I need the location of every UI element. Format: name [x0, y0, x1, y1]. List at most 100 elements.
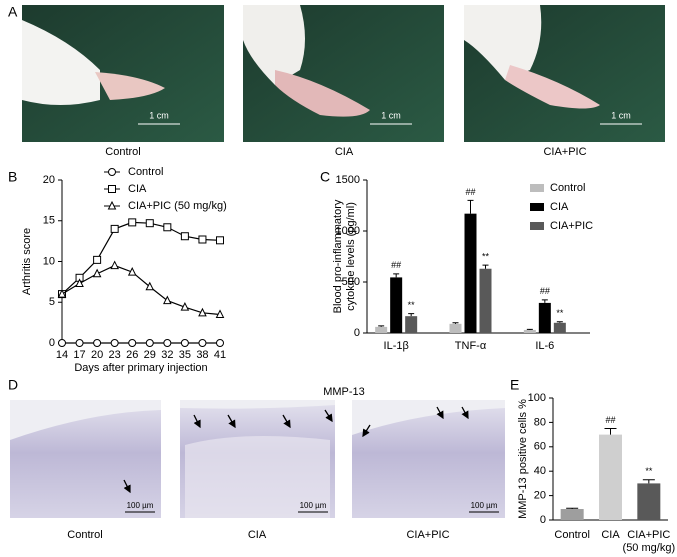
- x-tick-label: 26: [126, 349, 138, 361]
- fur: [22, 20, 100, 105]
- error-bar: [526, 328, 533, 330]
- bar: [553, 322, 566, 333]
- paw: [505, 65, 600, 109]
- annotation: **: [482, 252, 490, 262]
- point: [93, 255, 102, 264]
- x-tick-label: 29: [144, 349, 156, 361]
- paw: [95, 72, 165, 100]
- bar: [390, 277, 403, 333]
- legend-label: CIA+PIC: [550, 220, 593, 232]
- bar: [523, 329, 536, 333]
- error-bar: [393, 273, 400, 278]
- y-tick-label: 0: [540, 514, 546, 526]
- panel-label: B: [8, 169, 17, 185]
- x-tick-label: 38: [196, 349, 208, 361]
- tissue: [185, 436, 330, 518]
- error-bar: [408, 313, 415, 317]
- x-tick-label: 23: [109, 349, 121, 361]
- bar: [599, 434, 622, 520]
- annotation: ##: [465, 187, 475, 197]
- panel-label: D: [8, 377, 18, 393]
- annotation: ##: [540, 286, 550, 296]
- scale-label: 100 µm: [127, 501, 154, 510]
- background: [10, 400, 161, 440]
- point: [180, 339, 189, 347]
- y-tick-label: 40: [534, 465, 546, 477]
- bar: [560, 509, 584, 520]
- background: [352, 400, 505, 435]
- series-line: [61, 264, 221, 316]
- panel-label: C: [320, 169, 330, 185]
- y-tick-label: 20: [534, 490, 546, 502]
- caption: CIA: [248, 529, 267, 541]
- bar: [449, 323, 462, 333]
- annotation: ##: [391, 260, 401, 270]
- x-tick-label: CIA: [601, 529, 620, 541]
- legend-marker: [108, 168, 116, 176]
- panel-label: A: [8, 4, 18, 20]
- legend-label: Control: [550, 182, 585, 194]
- y-axis-label: Arthritis score: [21, 228, 33, 295]
- error-bar: [541, 299, 548, 303]
- error-bar: [452, 322, 459, 324]
- x-tick-label: 35: [179, 349, 191, 361]
- caption: Control: [67, 529, 102, 541]
- annotation: **: [408, 300, 416, 310]
- y-axis-label: MMP-13 positive cells %: [517, 399, 529, 519]
- point: [58, 339, 66, 347]
- legend-label: Control: [128, 166, 163, 178]
- y-tick-label: 10: [43, 255, 55, 267]
- x-tick-label: 32: [161, 349, 173, 361]
- legend-swatch: [530, 222, 544, 230]
- y-tick-label: 80: [534, 416, 546, 428]
- x-tick-label: 20: [91, 349, 103, 361]
- fur: [464, 5, 542, 80]
- annotation: **: [556, 308, 564, 318]
- y-tick-label: 100: [528, 392, 546, 404]
- point: [110, 339, 119, 347]
- legend-label: CIA+PIC (50 mg/kg): [128, 200, 227, 212]
- y-tick-label: 5: [49, 296, 55, 308]
- point: [215, 309, 225, 318]
- y-axis-label: cytokine levels (pg/ml): [345, 202, 357, 311]
- point: [198, 339, 207, 347]
- error-bar: [482, 264, 489, 269]
- x-tick-label: TNF-α: [455, 340, 487, 352]
- arrows: [123, 406, 469, 494]
- error-bar: [604, 428, 617, 435]
- legend-label: CIA: [128, 183, 147, 195]
- caption: Control: [105, 146, 140, 158]
- point: [180, 302, 190, 311]
- point: [57, 288, 67, 298]
- x-tick-label: IL-6: [535, 340, 554, 352]
- bar: [637, 483, 661, 520]
- x-tick-label: 14: [56, 349, 68, 361]
- legend-marker: [107, 200, 117, 210]
- scale-label: 1 cm: [149, 110, 169, 120]
- bar: [538, 302, 551, 333]
- point: [110, 260, 119, 270]
- y-tick-label: 500: [342, 276, 360, 288]
- x-tick-label: 41: [214, 349, 226, 361]
- scale-label: 100 µm: [471, 501, 498, 510]
- point: [163, 339, 172, 347]
- legend-swatch: [530, 203, 544, 211]
- caption: CIA: [335, 146, 354, 158]
- x-tick-label: (50 mg/kg): [623, 542, 676, 554]
- x-tick-label: 17: [73, 349, 85, 361]
- photo-title: MMP-13: [323, 386, 365, 398]
- bar: [405, 316, 418, 333]
- error-bar: [467, 199, 474, 214]
- point: [145, 219, 154, 228]
- error-bar: [642, 479, 655, 484]
- caption: CIA+PIC: [543, 146, 586, 158]
- point: [145, 281, 155, 291]
- point: [110, 224, 119, 233]
- point: [128, 218, 137, 227]
- point: [216, 236, 224, 245]
- photo-panel-d: MMP-13 100 µm 100 µm 100 µm Control CIA …: [10, 386, 505, 541]
- annotation: ##: [605, 415, 615, 425]
- y-tick-label: 1000: [336, 225, 360, 237]
